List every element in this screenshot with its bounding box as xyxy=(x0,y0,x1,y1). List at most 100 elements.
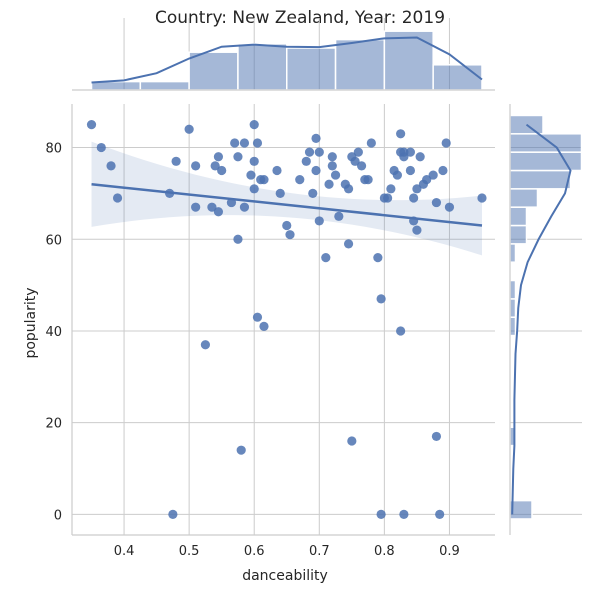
x-tick-label: 0.4 xyxy=(114,544,135,559)
scatter-point xyxy=(441,138,451,148)
scatter-point xyxy=(282,220,292,231)
scatter-point xyxy=(431,431,442,442)
scatter-point xyxy=(112,193,123,203)
scatter-point xyxy=(399,147,409,157)
scatter-point xyxy=(363,175,373,185)
main-scatter-panel: 0.4 0.5 0.6 0.7 0.8 0.9 0 20 40 60 80 xyxy=(45,104,495,559)
x-tick-label: 0.8 xyxy=(374,544,395,559)
scatter-point xyxy=(259,321,269,331)
scatter-point xyxy=(213,207,224,217)
scatter-point xyxy=(321,253,331,263)
scatter-point xyxy=(191,202,201,212)
scatter-point xyxy=(246,170,256,180)
scatter-point xyxy=(249,120,259,130)
scatter-point xyxy=(249,184,259,194)
scatter-point xyxy=(396,326,406,336)
scatter-point xyxy=(428,170,438,180)
scatter-point xyxy=(438,165,448,176)
y-tick-label: 60 xyxy=(45,233,62,248)
scatter-point xyxy=(207,202,217,212)
scatter-point xyxy=(86,120,97,130)
top-hist-bar xyxy=(139,80,190,91)
x-axis-label: danceability xyxy=(242,568,328,584)
scatter-point xyxy=(233,234,243,244)
right-hist-bar xyxy=(509,169,572,190)
scatter-point xyxy=(366,138,376,148)
right-hist-bar xyxy=(509,188,539,208)
scatter-point xyxy=(252,312,263,322)
scatter-point xyxy=(422,175,432,185)
scatter-point xyxy=(409,193,419,203)
scatter-point xyxy=(353,147,363,157)
top-hist-bar xyxy=(383,30,434,91)
scatter-point xyxy=(168,509,178,519)
scatter-point xyxy=(435,509,445,519)
right-hist-bar xyxy=(509,279,517,300)
top-hist-bar xyxy=(237,43,288,91)
scatter-point xyxy=(308,188,318,199)
right-hist-bar xyxy=(509,133,583,153)
scatter-point xyxy=(356,161,367,171)
scatter-point xyxy=(350,156,360,166)
scatter-point xyxy=(239,138,250,148)
y-tick-label: 40 xyxy=(45,325,62,340)
scatter-point xyxy=(343,239,354,249)
scatter-point xyxy=(376,509,386,519)
scatter-point xyxy=(252,138,263,148)
scatter-point xyxy=(249,156,259,166)
scatter-point xyxy=(412,184,422,194)
scatter-point xyxy=(373,253,383,263)
right-hist-bar xyxy=(509,243,517,263)
scatter-point xyxy=(213,152,224,162)
scatter-point xyxy=(233,152,243,162)
scatter-point xyxy=(396,129,406,139)
scatter-point xyxy=(236,445,246,455)
scatter-point xyxy=(405,165,415,176)
scatter-point xyxy=(327,161,337,171)
scatter-point xyxy=(409,216,419,226)
scatter-point xyxy=(295,175,305,185)
scatter-point xyxy=(392,170,402,180)
scatter-point xyxy=(200,340,211,350)
top-hist-bar xyxy=(432,64,483,91)
right-hist-bar xyxy=(509,298,517,318)
top-hist-bar xyxy=(286,47,337,91)
scatter-point xyxy=(399,509,409,519)
scatter-point xyxy=(96,142,106,153)
scatter-point xyxy=(330,170,341,180)
scatter-point xyxy=(311,133,321,143)
scatter-point xyxy=(106,161,116,171)
x-tick-label: 0.6 xyxy=(244,544,265,559)
scatter-point xyxy=(259,175,269,185)
scatter-point xyxy=(226,197,237,208)
scatter-point xyxy=(230,138,240,148)
scatter-point xyxy=(383,193,393,203)
scatter-point xyxy=(217,165,227,176)
scatter-point xyxy=(184,124,194,134)
right-hist-bar xyxy=(509,206,528,227)
scatter-point xyxy=(275,188,285,199)
x-tick-label: 0.5 xyxy=(179,544,200,559)
right-kde-curve xyxy=(511,123,572,515)
scatter-point xyxy=(191,161,201,171)
right-hist-bar xyxy=(509,316,517,337)
scatter-point xyxy=(327,152,337,162)
scatter-point xyxy=(477,193,487,203)
scatter-point xyxy=(386,184,396,194)
scatter-point xyxy=(311,165,321,176)
scatter-point xyxy=(272,165,282,176)
scatter-point xyxy=(376,294,386,304)
top-hist-bar xyxy=(188,51,239,91)
scatter-point xyxy=(314,216,324,226)
top-marginal-histogram xyxy=(72,18,495,91)
right-hist-bar xyxy=(509,224,528,245)
scatter-point xyxy=(444,202,455,212)
scatter-point xyxy=(405,147,415,157)
right-hist-bar xyxy=(509,151,583,172)
scatter-point xyxy=(334,211,344,221)
scatter-point xyxy=(304,147,315,157)
top-kde-curve xyxy=(91,36,483,84)
scatter-point xyxy=(301,156,311,166)
regression-confidence-band xyxy=(91,141,482,256)
